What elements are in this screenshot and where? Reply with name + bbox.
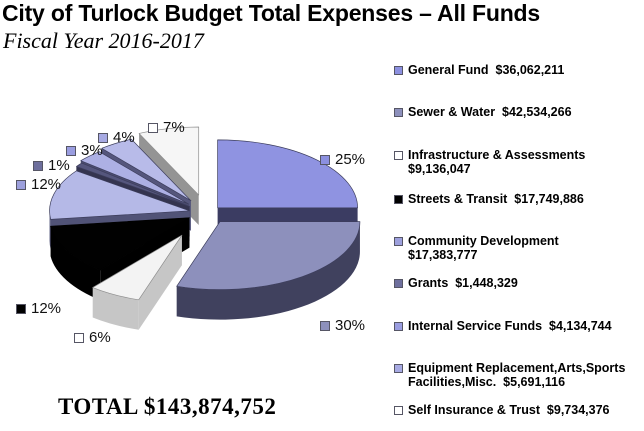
legend-swatch-icon bbox=[394, 322, 403, 331]
legend-item: Equipment Replacement,Arts,Sports Facili… bbox=[394, 361, 629, 389]
pie-slice-top-7 bbox=[101, 138, 192, 202]
pie-percent-label: 7% bbox=[148, 119, 185, 136]
pie-slice-top-0 bbox=[217, 139, 358, 209]
legend-item: Community Development $17,383,777 bbox=[394, 234, 626, 262]
pie-slice-top-4 bbox=[49, 170, 190, 220]
pie-percent-label: 6% bbox=[74, 329, 111, 346]
percent-value: 4% bbox=[113, 129, 135, 146]
percent-value: 1% bbox=[48, 157, 70, 174]
pie-percent-label: 12% bbox=[16, 176, 61, 193]
percent-value: 12% bbox=[31, 176, 62, 193]
percent-swatch-icon bbox=[98, 132, 108, 143]
percent-value: 12% bbox=[31, 300, 62, 317]
legend-label: Equipment Replacement,Arts,Sports Facili… bbox=[408, 361, 629, 389]
pie-chart bbox=[0, 90, 400, 370]
legend-label: Internal Service Funds $4,134,744 bbox=[408, 319, 612, 333]
legend-item: Internal Service Funds $4,134,744 bbox=[394, 319, 626, 334]
pie-slice-top-8 bbox=[138, 126, 200, 196]
legend: General Fund $36,062,211 Sewer & Water $4… bbox=[394, 0, 640, 431]
pie-percent-label: 4% bbox=[98, 129, 135, 146]
pie-slice-top-3 bbox=[50, 217, 190, 271]
pie-slice-top-5 bbox=[76, 162, 190, 207]
percent-swatch-icon bbox=[16, 303, 26, 314]
percent-swatch-icon bbox=[33, 160, 43, 171]
total-label: TOTAL $143,874,752 bbox=[58, 394, 277, 419]
percent-value: 6% bbox=[89, 329, 111, 346]
legend-label: General Fund $36,062,211 bbox=[408, 63, 565, 77]
legend-swatch-icon bbox=[394, 279, 403, 288]
pie-3d-graphic bbox=[49, 126, 361, 330]
pie-slice-rim-1 bbox=[176, 221, 360, 320]
legend-swatch-icon bbox=[394, 237, 403, 246]
percent-swatch-icon bbox=[148, 122, 158, 133]
legend-swatch-icon bbox=[394, 108, 403, 117]
percent-swatch-icon bbox=[66, 145, 76, 156]
percent-swatch-icon bbox=[320, 154, 330, 165]
pie-slice-rim-2 bbox=[92, 287, 139, 330]
legend-item: Self Insurance & Trust $9,734,376 bbox=[394, 403, 626, 418]
legend-swatch-icon bbox=[394, 406, 403, 415]
percent-value: 3% bbox=[81, 142, 103, 159]
legend-item: Streets & Transit $17,749,886 bbox=[394, 192, 626, 207]
legend-label: Streets & Transit $17,749,886 bbox=[408, 192, 584, 206]
pie-slice-top-2 bbox=[92, 234, 183, 301]
pie-percent-label: 1% bbox=[33, 157, 70, 174]
legend-swatch-icon bbox=[394, 195, 403, 204]
percent-swatch-icon bbox=[16, 179, 26, 190]
page-title: City of Turlock Budget Total Expenses – … bbox=[2, 0, 540, 26]
legend-label: Grants $1,448,329 bbox=[408, 276, 518, 290]
pie-percent-label: 30% bbox=[320, 317, 365, 334]
pie-slice-top-1 bbox=[176, 221, 361, 290]
pie-percent-label: 25% bbox=[320, 151, 365, 168]
legend-item: Infrastructure & Assessments $9,136,047 bbox=[394, 148, 626, 176]
percent-value: 30% bbox=[335, 317, 366, 334]
legend-label: Self Insurance & Trust $9,734,376 bbox=[408, 403, 610, 417]
legend-label: Sewer & Water $42,534,266 bbox=[408, 105, 572, 119]
legend-swatch-icon bbox=[394, 66, 403, 75]
pie-slice-top-6 bbox=[80, 151, 189, 205]
legend-swatch-icon bbox=[394, 151, 403, 160]
legend-swatch-icon bbox=[394, 364, 403, 373]
percent-swatch-icon bbox=[320, 320, 330, 331]
pie-percent-label: 3% bbox=[66, 142, 103, 159]
legend-label: Infrastructure & Assessments $9,136,047 bbox=[408, 148, 593, 176]
pie-slice-rim-3 bbox=[50, 226, 101, 301]
pie-slice-side-2 bbox=[138, 235, 182, 330]
percent-swatch-icon bbox=[74, 332, 84, 343]
legend-item: General Fund $36,062,211 bbox=[394, 63, 626, 78]
pie-percent-label: 12% bbox=[16, 300, 61, 317]
percent-value: 25% bbox=[335, 151, 366, 168]
legend-label: Community Development $17,383,777 bbox=[408, 234, 566, 262]
page-subtitle: Fiscal Year 2016-2017 bbox=[3, 28, 204, 53]
percent-value: 7% bbox=[163, 119, 185, 136]
legend-item: Grants $1,448,329 bbox=[394, 276, 626, 291]
legend-item: Sewer & Water $42,534,266 bbox=[394, 105, 626, 120]
pie-slice-rim-4 bbox=[49, 210, 51, 250]
